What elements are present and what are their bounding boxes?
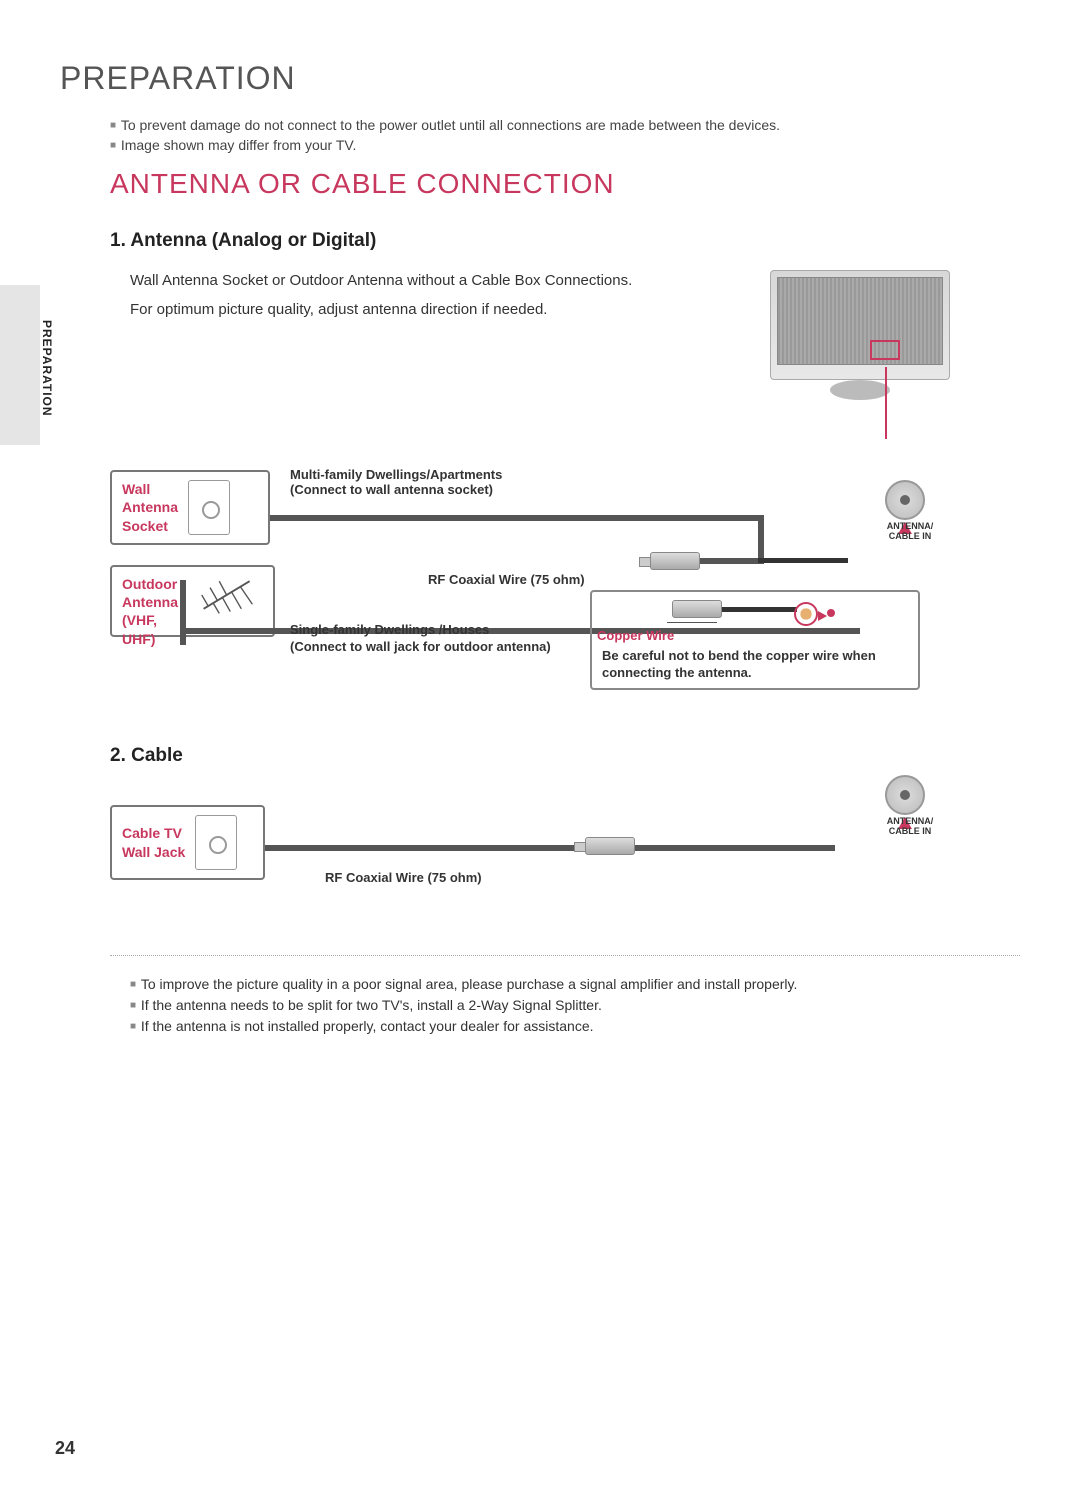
wire-segment <box>265 845 835 851</box>
side-tab-bg <box>0 285 40 445</box>
port-label-line: CABLE IN <box>889 531 932 541</box>
rf-wire-label-2: RF Coaxial Wire (75 ohm) <box>325 870 482 885</box>
outdoor-antenna-label: Outdoor Antenna (VHF, UHF) <box>122 575 189 648</box>
bottom-note-item: If the antenna needs to be split for two… <box>130 997 1020 1013</box>
wall-socket-label: Wall Antenna Socket <box>122 480 178 535</box>
wire-segment <box>270 515 760 521</box>
single-label-line: Single-family Dwellings /Houses <box>290 622 489 637</box>
multi-family-label: Multi-family Dwellings/Apartments (Conne… <box>290 467 502 497</box>
tv-lead-line <box>885 367 887 439</box>
bottom-notes-list: To improve the picture quality in a poor… <box>130 976 1020 1034</box>
port-label-line: ANTENNA/ <box>887 521 934 531</box>
cable-jack-label: Cable TV Wall Jack <box>122 824 185 860</box>
copper-wire-label: Copper Wire <box>597 628 674 643</box>
copper-connector-illustration <box>672 600 802 620</box>
rf-connector-icon <box>585 837 635 855</box>
wire-segment <box>758 515 764 563</box>
antenna-port-label: ANTENNA/ CABLE IN <box>865 522 955 542</box>
top-note-item: To prevent damage do not connect to the … <box>110 117 1020 133</box>
diagram-antenna: ANTENNA/ CABLE IN Wall Antenna Socket Ou… <box>110 330 1020 710</box>
single-family-label: Single-family Dwellings /Houses (Connect… <box>290 622 551 656</box>
page-number: 24 <box>55 1438 75 1459</box>
tv-port-highlight <box>870 340 900 360</box>
outdoor-antenna-box: Outdoor Antenna (VHF, UHF) <box>110 565 275 637</box>
subsection-title-cable: 2. Cable <box>110 745 1020 767</box>
outdoor-antenna-icon <box>199 575 263 615</box>
tv-illustration <box>760 270 960 405</box>
rf-wire-label: RF Coaxial Wire (75 ohm) <box>428 572 585 587</box>
copper-tip-icon <box>794 602 818 626</box>
tv-screen <box>777 277 943 365</box>
cable-tv-wall-jack-box: Cable TV Wall Jack <box>110 805 265 880</box>
tv-frame <box>770 270 950 380</box>
copper-wire-callout: Copper Wire Be careful not to bend the c… <box>590 590 920 690</box>
single-label-line: (Connect to wall jack for outdoor antenn… <box>290 639 551 654</box>
multi-label-line: (Connect to wall antenna socket) <box>290 482 493 497</box>
top-notes-list: To prevent damage do not connect to the … <box>110 117 1020 153</box>
top-note-item: Image shown may differ from your TV. <box>110 137 1020 153</box>
port-label-line: CABLE IN <box>889 826 932 836</box>
connector-cable-icon <box>722 607 797 612</box>
rf-connector-icon <box>650 552 700 570</box>
page-title: PREPARATION <box>60 60 1080 97</box>
connector-body-icon <box>672 600 722 618</box>
side-tab-label: PREPARATION <box>40 320 54 417</box>
wall-socket-icon <box>188 480 230 535</box>
content-area: 1. Antenna (Analog or Digital) Wall Ante… <box>110 230 1020 915</box>
cable-port-label: ANTENNA/ CABLE IN <box>865 817 955 837</box>
subsection-title-antenna: 1. Antenna (Analog or Digital) <box>110 230 1020 252</box>
wire-segment <box>180 580 186 645</box>
section-antenna: 1. Antenna (Analog or Digital) Wall Ante… <box>110 230 1020 710</box>
copper-lead-line <box>667 622 717 623</box>
bottom-note-item: If the antenna is not installed properly… <box>130 1018 1020 1034</box>
tv-stand <box>830 380 890 400</box>
bottom-note-item: To improve the picture quality in a poor… <box>130 976 1020 992</box>
section-title: ANTENNA OR CABLE CONNECTION <box>110 168 1080 200</box>
copper-dot-icon <box>827 609 835 617</box>
antenna-port-icon <box>885 480 925 520</box>
wall-antenna-socket-box: Wall Antenna Socket <box>110 470 270 545</box>
port-label-line: ANTENNA/ <box>887 816 934 826</box>
wire-segment <box>758 558 848 563</box>
wire-segment <box>690 558 764 564</box>
copper-arrow-icon <box>818 611 827 621</box>
copper-wire-warning: Be careful not to bend the copper wire w… <box>602 648 908 682</box>
multi-label-line: Multi-family Dwellings/Apartments <box>290 467 502 482</box>
dotted-separator <box>110 955 1020 956</box>
section-cable: 2. Cable ANTENNA/ CABLE IN Cable TV Wall… <box>110 745 1020 915</box>
cable-port-icon <box>885 775 925 815</box>
diagram-cable: ANTENNA/ CABLE IN Cable TV Wall Jack RF … <box>110 785 1020 915</box>
cable-jack-icon <box>195 815 237 870</box>
